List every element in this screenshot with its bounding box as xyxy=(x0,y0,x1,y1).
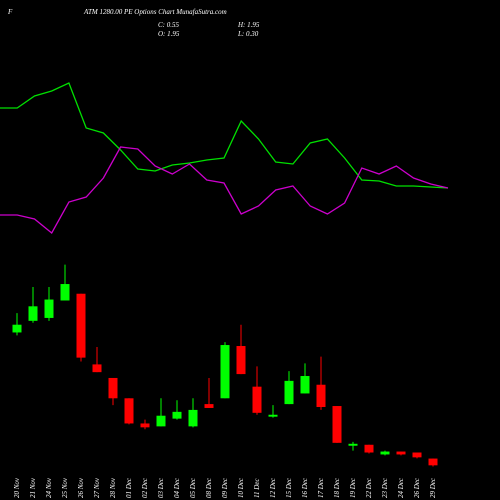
x-tick-label: 18 Dec xyxy=(333,477,341,498)
candle-body xyxy=(316,384,326,408)
candle-body xyxy=(108,377,118,399)
x-tick-label: 23 Dec xyxy=(381,477,389,498)
candle-body xyxy=(380,451,390,455)
candle-body xyxy=(284,380,294,405)
x-tick-label: 11 Dec xyxy=(253,478,261,498)
stat: L: 0.30 xyxy=(237,30,259,38)
x-tick-label: 09 Dec xyxy=(221,477,229,498)
candle-body xyxy=(220,345,230,399)
candle-body xyxy=(300,376,310,394)
candle-body xyxy=(268,414,278,417)
x-tick-label: 24 Nov xyxy=(45,477,53,498)
candle-body xyxy=(60,284,70,301)
x-tick-label: 02 Dec xyxy=(141,477,149,498)
x-tick-label: 08 Dec xyxy=(205,477,213,498)
x-tick-label: 17 Dec xyxy=(317,477,325,498)
x-tick-label: 27 Nov xyxy=(93,477,101,498)
x-tick-label: 12 Dec xyxy=(269,477,277,498)
candle-body xyxy=(188,409,198,427)
candle-body xyxy=(412,452,422,458)
candle-body xyxy=(204,404,214,408)
x-tick-label: 28 Nov xyxy=(109,477,117,498)
candle-body xyxy=(252,386,262,413)
x-tick-label: 04 Dec xyxy=(173,477,181,498)
candle-body xyxy=(236,346,246,375)
x-tick-label: 26 Dec xyxy=(413,477,421,498)
x-tick-label: 16 Dec xyxy=(301,477,309,498)
stat: O: 1.95 xyxy=(158,30,180,38)
stat: C: 0.55 xyxy=(158,21,180,29)
candle-body xyxy=(348,443,358,446)
candle-body xyxy=(364,444,374,453)
candle-body xyxy=(76,293,86,358)
x-tick-label: 05 Dec xyxy=(189,477,197,498)
x-tick-label: 24 Dec xyxy=(397,477,405,498)
candle-body xyxy=(396,451,406,455)
x-tick-label: 03 Dec xyxy=(157,477,165,498)
chart-title: ATM 1280.00 PE Options Chart MunafaSutra… xyxy=(83,8,227,16)
indicator-line xyxy=(0,146,449,234)
candle-body xyxy=(28,306,38,321)
x-tick-label: 21 Nov xyxy=(29,477,37,498)
x-tick-label: 15 Dec xyxy=(285,477,293,498)
x-tick-label: 01 Dec xyxy=(125,477,133,498)
candle-body xyxy=(44,299,54,318)
x-tick-label: 10 Dec xyxy=(237,477,245,498)
candle-body xyxy=(332,406,342,443)
x-tick-label: 19 Dec xyxy=(349,477,357,498)
candle-body xyxy=(92,364,102,373)
x-tick-label: 25 Nov xyxy=(61,477,69,498)
stat: H: 1.95 xyxy=(237,21,260,29)
candle-body xyxy=(124,398,134,424)
candle-body xyxy=(140,423,150,428)
candle-body xyxy=(12,324,22,333)
candle-body xyxy=(172,411,182,419)
indicator-line xyxy=(0,82,449,189)
symbol: F xyxy=(7,8,13,16)
candle-body xyxy=(156,415,166,427)
x-tick-label: 26 Nov xyxy=(77,477,85,498)
x-tick-label: 29 Dec xyxy=(429,477,437,498)
candle-body xyxy=(428,458,438,466)
x-tick-label: 20 Nov xyxy=(13,477,21,498)
x-tick-label: 22 Dec xyxy=(365,477,373,498)
